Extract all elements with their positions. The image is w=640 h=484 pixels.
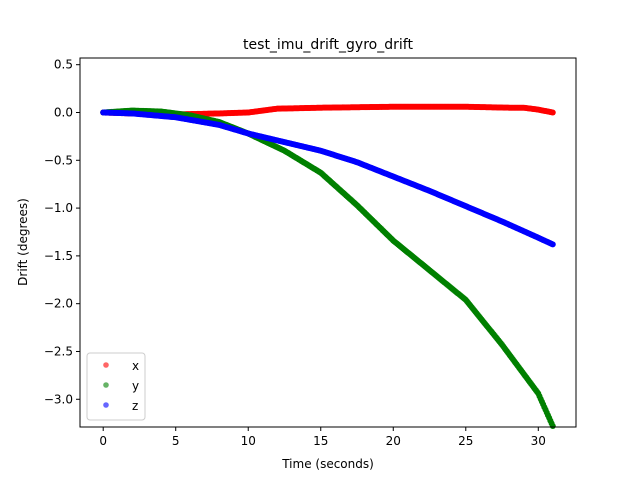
legend-box	[86, 352, 146, 421]
y-tick-label: −2.5	[44, 344, 73, 358]
y-tick-label: 0.0	[54, 105, 73, 119]
legend: xyz	[86, 352, 146, 421]
legend-marker-x	[103, 362, 109, 368]
legend-label: x	[132, 359, 139, 373]
y-tick-label: −2.0	[44, 297, 73, 311]
x-tick-label: 30	[531, 434, 546, 448]
data-point	[549, 423, 556, 430]
chart-title: test_imu_drift_gyro_drift	[243, 37, 413, 53]
plot-area	[100, 103, 556, 430]
y-axis: 0.5 0.0 −0.5 −1.0 −1.5 −2.0 −2.5 −3.0	[44, 58, 80, 406]
y-tick-label: −0.5	[44, 153, 73, 167]
series-z	[100, 109, 556, 248]
legend-marker-y	[103, 382, 109, 388]
data-point	[549, 109, 556, 116]
x-tick-label: 10	[241, 434, 256, 448]
x-tick-label: 25	[458, 434, 473, 448]
x-axis-label: Time (seconds)	[281, 457, 374, 471]
data-point	[549, 241, 556, 248]
y-tick-label: 0.5	[54, 58, 73, 72]
x-tick-label: 0	[99, 434, 107, 448]
y-tick-label: −1.0	[44, 201, 73, 215]
x-tick-label: 15	[313, 434, 328, 448]
axes-frame	[79, 57, 577, 428]
y-tick-label: −1.5	[44, 249, 73, 263]
x-tick-label: 20	[386, 434, 401, 448]
x-tick-label: 5	[172, 434, 180, 448]
x-axis: 0 5 10 15 20 25 30	[99, 427, 546, 448]
y-axis-label: Drift (degrees)	[16, 198, 30, 286]
legend-label: y	[132, 379, 139, 393]
legend-label: z	[132, 399, 138, 413]
legend-marker-z	[103, 402, 109, 408]
y-tick-label: −3.0	[44, 392, 73, 406]
